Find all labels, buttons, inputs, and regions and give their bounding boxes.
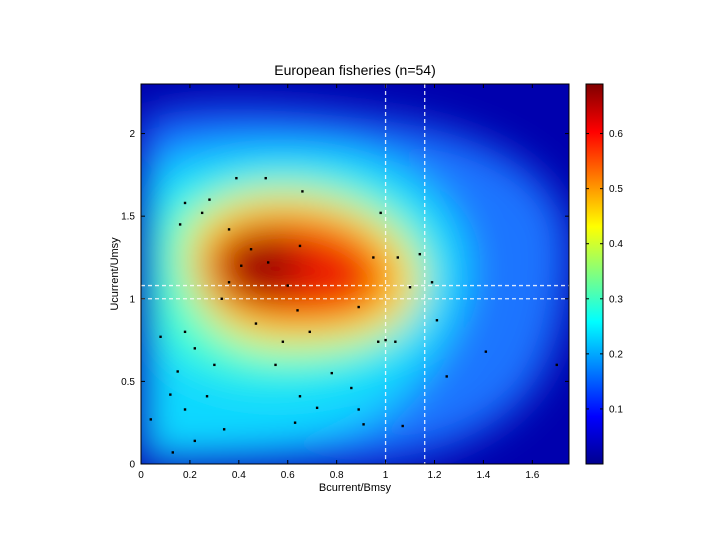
data-point-33 (176, 370, 179, 373)
data-point-2 (200, 211, 204, 215)
x-tick-label-4: 0.8 (330, 470, 344, 481)
data-point-10 (266, 261, 270, 264)
colorbar-tick-label-3: 0.4 (609, 239, 623, 250)
plot-area: 0 0.2 0.4 0.6 0.8 1 1.2 1.4 1.6 0 0.5 1 1.5 2 (121, 83, 570, 481)
data-point-30 (183, 330, 187, 334)
data-point-36 (183, 408, 187, 411)
data-point-43 (315, 406, 319, 410)
data-point-41 (293, 421, 297, 424)
data-point-37 (149, 418, 152, 421)
x-axis-ticks: 0 0.2 0.4 0.6 0.8 1 1.2 1.4 1.6 (138, 84, 540, 481)
y-axis-ticks: 0 0.5 1 1.5 2 (121, 129, 569, 471)
data-point-32 (193, 347, 197, 350)
data-point-14 (418, 252, 422, 256)
data-point-11 (298, 244, 302, 248)
colorbar-tick-label-4: 0.5 (609, 184, 623, 195)
data-point-46 (362, 423, 365, 426)
density-peak (222, 236, 302, 296)
data-point-42 (298, 395, 302, 398)
colorbar-tick-label-0: 0.1 (609, 404, 623, 415)
data-point-45 (357, 408, 360, 411)
data-point-9 (249, 248, 253, 251)
colorbar-ticks: 0.1 0.2 0.3 0.4 0.5 0.6 (586, 129, 623, 415)
x-tick-label-6: 1.2 (428, 470, 442, 481)
data-point-25 (357, 305, 360, 309)
x-tick-label-0: 0 (138, 470, 144, 481)
data-point-53 (213, 363, 216, 367)
data-point-17 (227, 281, 231, 284)
x-axis-label: Bcurrent/Bmsy (319, 482, 392, 494)
data-point-26 (377, 340, 380, 343)
x-tick-label-1: 0.2 (183, 470, 197, 481)
chart-title: European fisheries (n=54) (274, 62, 436, 78)
data-point-20 (254, 322, 258, 325)
data-point-13 (396, 256, 399, 259)
data-point-50 (555, 363, 558, 367)
x-tick-label-3: 0.6 (281, 470, 295, 481)
data-point-19 (240, 264, 243, 267)
data-point-12 (372, 256, 375, 259)
x-tick-label-7: 1.4 (476, 470, 490, 481)
colorbar-tick-label-5: 0.6 (609, 129, 623, 140)
data-point-23 (308, 330, 311, 334)
data-point-22 (296, 309, 299, 312)
data-point-3 (235, 176, 238, 180)
data-point-18 (220, 297, 223, 300)
data-point-51 (330, 371, 333, 375)
data-point-21 (286, 284, 289, 287)
colorbar: 0.1 0.2 0.3 0.4 0.5 0.6 (585, 83, 623, 465)
data-point-5 (301, 190, 304, 193)
data-point-8 (227, 228, 231, 231)
data-point-15 (430, 281, 434, 284)
data-point-4 (264, 176, 267, 180)
data-point-1 (183, 201, 187, 205)
data-point-40 (222, 428, 226, 431)
y-tick-label-3: 1.5 (121, 212, 135, 223)
data-point-35 (205, 395, 209, 398)
reference-lines (141, 84, 569, 464)
data-point-49 (484, 350, 488, 353)
data-point-27 (384, 338, 387, 342)
y-axis-label: Ucurrent/Umsy (109, 237, 121, 311)
data-point-39 (193, 439, 197, 443)
data-point-34 (169, 393, 172, 396)
x-tick-label-5: 1 (383, 470, 389, 481)
colorbar-tick-label-1: 0.2 (609, 349, 623, 360)
y-tick-label-1: 0.5 (121, 377, 135, 388)
scatter-points (149, 176, 558, 454)
x-tick-label-8: 1.6 (525, 470, 539, 481)
data-point-44 (350, 386, 353, 390)
data-point-0 (208, 198, 211, 201)
data-point-28 (394, 340, 397, 343)
data-point-48 (445, 375, 448, 378)
plot-frame (140, 83, 570, 465)
data-point-38 (171, 451, 174, 454)
data-point-7 (178, 223, 182, 226)
y-tick-label-2: 1 (129, 294, 135, 305)
y-tick-label-4: 2 (129, 129, 135, 140)
data-point-29 (435, 319, 439, 322)
data-point-52 (274, 363, 277, 367)
data-point-6 (379, 211, 382, 215)
data-point-31 (159, 335, 162, 338)
y-tick-label-0: 0 (129, 460, 135, 471)
colorbar-tick-label-2: 0.3 (609, 294, 623, 305)
colorbar-gradient (585, 83, 604, 465)
data-point-16 (408, 286, 412, 289)
data-point-47 (401, 424, 404, 428)
data-point-24 (281, 340, 285, 343)
x-tick-label-2: 0.4 (232, 470, 246, 481)
